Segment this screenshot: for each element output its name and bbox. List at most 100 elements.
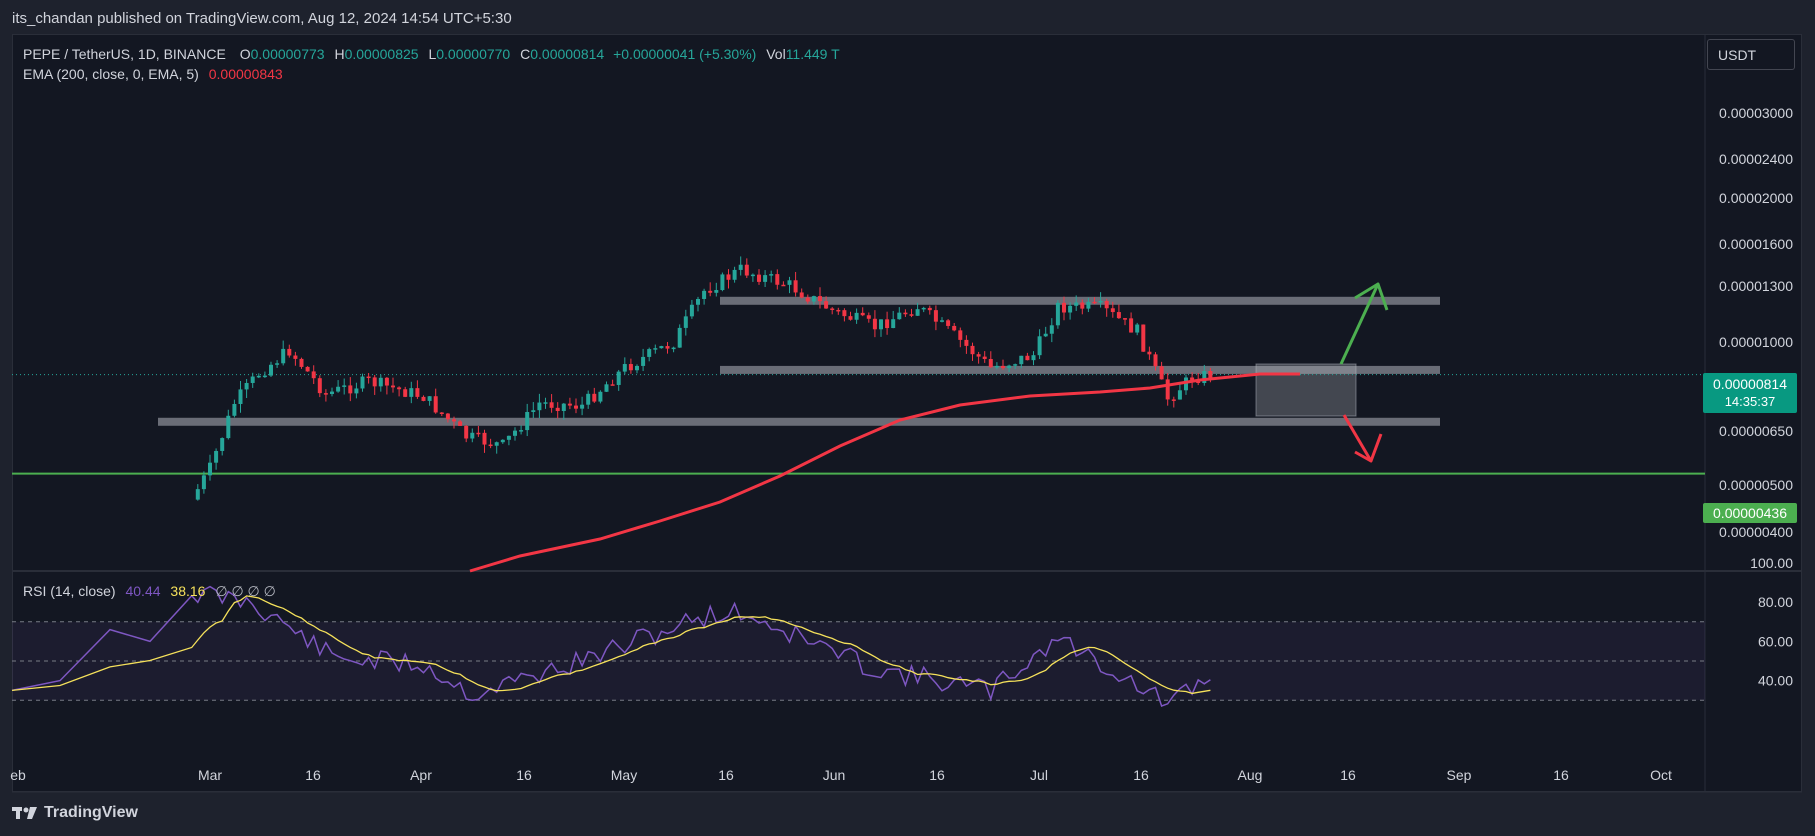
- candle-body: [647, 349, 652, 357]
- time-axis-label: Mar: [198, 767, 222, 783]
- candle-body: [1031, 355, 1036, 361]
- ema-line: [469, 372, 1300, 573]
- time-axis-label: 16: [1340, 767, 1356, 783]
- candle-body: [622, 364, 627, 372]
- bullish-arrowhead: [1354, 282, 1389, 311]
- candle-body: [586, 393, 591, 405]
- candle-body: [555, 407, 560, 411]
- candle-body: [763, 275, 768, 282]
- candle-body: [830, 308, 835, 310]
- candle-body: [220, 438, 225, 451]
- price-axis-label: 0.00000500: [1719, 477, 1793, 493]
- candle-body: [940, 320, 944, 322]
- price-axis-label: 0.00001000: [1719, 334, 1793, 350]
- candle-body: [836, 309, 841, 312]
- price-axis-label: 0.00002000: [1719, 190, 1793, 206]
- footer-brand[interactable]: TradingView: [12, 804, 138, 822]
- candle-body: [927, 307, 932, 311]
- time-axis-label: 16: [718, 767, 734, 783]
- candle-body: [1019, 355, 1024, 365]
- candle-body: [1129, 318, 1134, 333]
- candle-body: [964, 339, 969, 346]
- candle-body: [378, 377, 383, 387]
- candle-body: [458, 421, 463, 426]
- published-info: its_chandan published on TradingView.com…: [12, 10, 512, 27]
- time-axis-label: 16: [516, 767, 532, 783]
- time-axis-label: 16: [305, 767, 321, 783]
- candle-body: [397, 387, 402, 390]
- candle-body: [342, 385, 347, 387]
- candle-body: [616, 371, 621, 385]
- candle-body: [628, 364, 633, 371]
- currency-button[interactable]: USDT: [1707, 39, 1795, 70]
- last-price-badge-value: 0.00000814: [1713, 376, 1787, 392]
- candle-body: [525, 411, 530, 431]
- bearish-arrowhead: [1354, 433, 1383, 463]
- candle-body: [384, 377, 389, 386]
- symbol-label[interactable]: PEPE / TetherUS, 1D, BINANCE: [23, 46, 226, 62]
- candle-body: [531, 410, 536, 412]
- price-zone: [720, 296, 1440, 305]
- bearish-arrow: [1342, 414, 1373, 462]
- last-price-badge: [1703, 373, 1797, 413]
- candle-body: [1068, 305, 1073, 313]
- candle-body: [391, 385, 395, 388]
- candle-body: [256, 375, 261, 378]
- footer-brand-text: TradingView: [44, 804, 138, 821]
- candle-body: [330, 391, 334, 395]
- rsi-value: 40.44: [125, 583, 161, 599]
- candle-body: [1080, 302, 1085, 309]
- rsi-label[interactable]: RSI (14, close): [23, 583, 116, 599]
- candle-body: [1190, 377, 1195, 381]
- candle-body: [244, 382, 249, 390]
- candle-body: [903, 312, 908, 315]
- ema-label[interactable]: EMA (200, close, 0, EMA, 5): [23, 66, 199, 82]
- candle-body: [427, 396, 432, 401]
- candle-body: [439, 412, 444, 414]
- time-axis-label: 16: [1553, 767, 1569, 783]
- candle-body: [476, 432, 481, 435]
- high-value: 0.00000825: [344, 46, 419, 62]
- candle-body: [641, 356, 646, 366]
- candle-body: [988, 359, 993, 368]
- ema-legend: EMA (200, close, 0, EMA, 5) 0.00000843: [23, 66, 283, 82]
- close-value: 0.00000814: [530, 46, 605, 62]
- low-label: L: [428, 46, 437, 62]
- candle-body: [982, 356, 987, 360]
- candle-body: [232, 403, 237, 416]
- candle-body: [952, 325, 957, 331]
- candle-body: [287, 348, 292, 356]
- candle-body: [1086, 301, 1091, 309]
- candle-body: [805, 297, 810, 302]
- candle-body: [793, 280, 798, 293]
- close-label: C: [520, 46, 531, 62]
- candle-body: [610, 384, 615, 386]
- time-axis-label: Sep: [1447, 767, 1472, 783]
- candle-body: [635, 365, 639, 371]
- candle-body: [702, 290, 707, 299]
- candle-body: [1043, 333, 1048, 337]
- candle-body: [433, 396, 438, 413]
- candle-body: [348, 385, 353, 394]
- candle-body: [879, 319, 883, 330]
- rsi-axis-label: 40.00: [1758, 673, 1793, 689]
- candle-body: [201, 475, 206, 490]
- rsi-line: [11, 585, 1211, 707]
- candle-body: [238, 389, 243, 404]
- candle-body: [1007, 365, 1012, 369]
- candle-body: [250, 376, 255, 383]
- candle-body: [842, 310, 847, 317]
- candle-body: [799, 292, 804, 298]
- time-axis-label: Oct: [1650, 767, 1672, 783]
- chart-panel[interactable]: [12, 34, 1802, 792]
- candle-body: [305, 366, 310, 372]
- candle-body: [1184, 377, 1188, 391]
- price-zone: [720, 365, 1440, 374]
- publish-header: its_chandan published on TradingView.com…: [0, 0, 1815, 34]
- candle-body: [897, 312, 902, 320]
- volume-value: 11.449 T: [785, 46, 840, 62]
- candle-body: [445, 413, 450, 420]
- candle-body: [909, 314, 914, 316]
- candle-body: [757, 274, 761, 282]
